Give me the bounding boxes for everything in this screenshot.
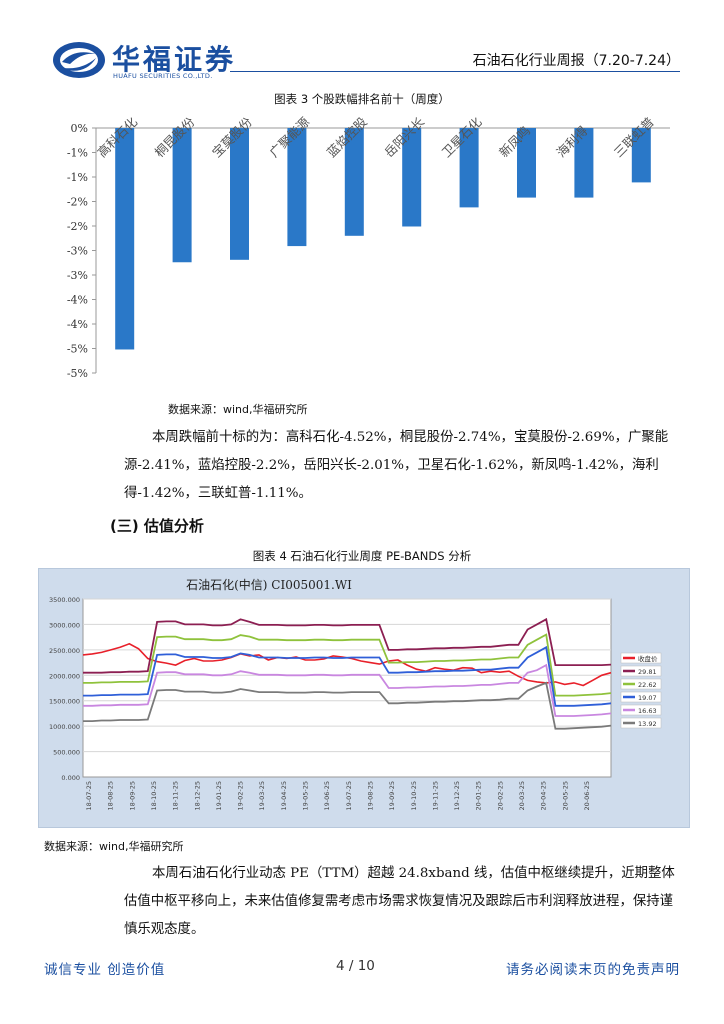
- bar-4: [287, 128, 307, 247]
- report-title: 石油石化行业周报（7.20-7.24）: [472, 53, 680, 69]
- legend-item-box: [620, 652, 662, 664]
- chart-title: 石油石化(中信) CI005001.WI: [186, 577, 352, 592]
- decline-summary-paragraph: 本周跌幅前十标的为：高科石化-4.52%，桐昆股份-2.74%，宝莫股份-2.6…: [124, 430, 669, 501]
- header-divider: [230, 71, 680, 72]
- series-line-5: [83, 663, 612, 717]
- x-tick-label: 19-11-25: [431, 781, 439, 811]
- x-tick-label: 18-07-25: [85, 781, 93, 811]
- footer-disclaimer-note: 请务必阅读末页的免责声明: [506, 962, 680, 978]
- decline-ranking-bar-chart: 0%-1%-1%-2%-2%-3%-3%-4%-4%-5%-5%高科石化 桐昆股份…: [67, 115, 670, 380]
- bar-8: [517, 128, 536, 198]
- x-tick-label: 20-02-25: [496, 781, 504, 811]
- y-tick-label: 2500.000: [49, 647, 80, 655]
- y-tick-label: -1%: [67, 147, 88, 160]
- y-tick-label: 0%: [71, 122, 88, 135]
- legend-item-box: [620, 665, 662, 677]
- y-tick-label: -2%: [67, 196, 88, 209]
- figure-4-source: 数据来源：wind,华福研究所: [44, 840, 184, 853]
- y-tick-label: 0.000: [61, 774, 80, 782]
- bar-1: [115, 128, 135, 350]
- bar-3: [230, 128, 249, 260]
- page-number: 4 / 10: [336, 958, 375, 974]
- x-tick-label: 20-05-25: [561, 781, 569, 811]
- bar-9: [574, 128, 594, 198]
- series-line-4: [83, 645, 612, 707]
- bar-5: [344, 128, 364, 236]
- company-logo-english: HUAFU SECURITIES CO.,LTD.: [113, 72, 213, 80]
- x-tick-label: 18-10-25: [150, 781, 158, 811]
- y-tick-label: 3500.000: [49, 596, 80, 604]
- series-line-3: [83, 633, 612, 697]
- y-tick-label: 1500.000: [49, 698, 80, 706]
- x-tick-label: 20-03-25: [518, 781, 526, 811]
- y-tick-label: 500.000: [53, 749, 80, 757]
- x-tick-label: 19-06-25: [323, 781, 331, 811]
- x-tick-label: 19-12-25: [453, 781, 461, 811]
- y-tick-label: -5%: [67, 343, 88, 356]
- company-logo-text: 华福证券: [112, 43, 237, 76]
- y-tick-label: 1000.000: [49, 723, 80, 731]
- x-tick-label: 20-01-25: [475, 781, 483, 811]
- footer-slogan: 诚信专业 创造价值: [44, 962, 166, 978]
- legend-label: 22.62: [638, 681, 657, 689]
- y-tick-label: -4%: [67, 318, 88, 331]
- y-tick-label: -3%: [67, 269, 88, 282]
- x-tick-label: 19-07-25: [345, 781, 353, 811]
- legend-label: 19.07: [638, 694, 657, 702]
- x-tick-label: 19-08-25: [366, 781, 374, 811]
- x-tick-label: 18-12-25: [193, 781, 201, 811]
- x-tick-label: 18-11-25: [172, 781, 180, 811]
- series-line-2: [83, 617, 612, 674]
- y-tick-label: -4%: [67, 294, 88, 307]
- legend-item-box: [620, 691, 662, 703]
- plot-area: [82, 598, 612, 778]
- x-tick-label: 19-10-25: [410, 781, 418, 811]
- figure-3-source: 数据来源：wind,华福研究所: [168, 403, 308, 416]
- y-tick-label: -3%: [67, 245, 88, 258]
- x-tick-label: 19-03-25: [258, 781, 266, 811]
- x-tick-label: 18-08-25: [107, 781, 115, 811]
- figure-3-caption: 图表 3 个股跌幅排名前十（周度）: [274, 92, 450, 106]
- x-tick-label: 18-09-25: [128, 781, 136, 811]
- legend-label: 16.63: [638, 707, 657, 715]
- figure-4-caption: 图表 4 石油石化行业周度 PE-BANDS 分析: [252, 549, 472, 563]
- x-tick-label: 19-02-25: [237, 781, 245, 811]
- legend-item-box: [620, 704, 662, 716]
- legend-label: 29.81: [638, 668, 657, 676]
- x-tick-label: 19-05-25: [302, 781, 310, 811]
- series-line-6: [83, 681, 612, 730]
- x-tick-label: 19-01-25: [215, 781, 223, 811]
- legend-label: 收盘价: [638, 654, 658, 663]
- x-tick-label: 20-04-25: [540, 781, 548, 811]
- pe-bands-chart-panel: 石油石化(中信) CI005001.WI 0.000 500.000 1000.000…: [38, 568, 690, 828]
- x-tick-label: 20-06-25: [583, 781, 591, 811]
- bar-10: [631, 128, 651, 183]
- legend-item-box: [620, 717, 662, 729]
- bar-2: [172, 128, 192, 263]
- y-tick-label: -1%: [67, 171, 88, 184]
- x-tick-label: 19-04-25: [280, 781, 288, 811]
- y-tick-label: -5%: [67, 367, 88, 380]
- section-heading-valuation: (三) 估值分析: [110, 517, 204, 535]
- valuation-paragraph: 本周石油石化行业动态 PE（TTM）超越 24.8xband 线，估值中枢继续提…: [124, 866, 675, 937]
- bar-7: [459, 128, 479, 208]
- bar-6: [402, 128, 422, 227]
- y-tick-label: -2%: [67, 220, 88, 233]
- legend-label: 13.92: [638, 720, 657, 728]
- legend-item-box: [620, 678, 662, 690]
- y-tick-label: 2000.000: [49, 672, 80, 680]
- y-tick-label: 3000.000: [49, 621, 80, 629]
- huafu-logo-icon: [53, 42, 105, 78]
- pe-bands-line-chart: 石油石化(中信) CI005001.WI 0.000 500.000 1000.000…: [49, 577, 662, 811]
- x-tick-label: 19-09-25: [388, 781, 396, 811]
